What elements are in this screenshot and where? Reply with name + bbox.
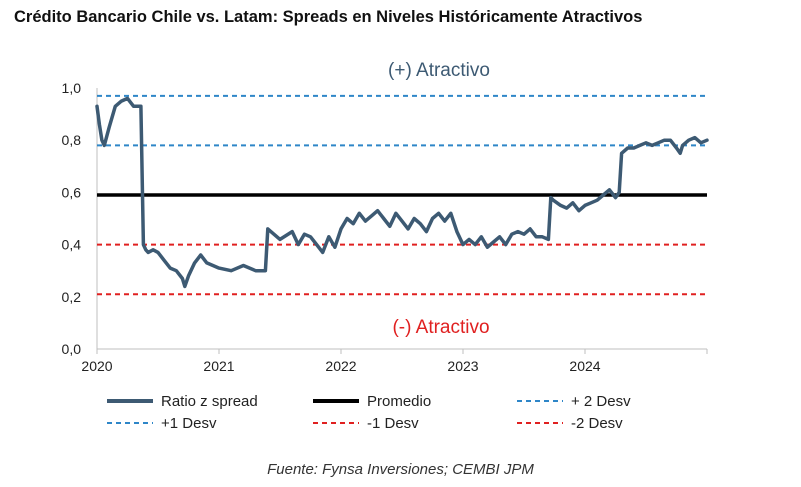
annotation-bottom: (-) Atractivo — [392, 317, 489, 338]
series-line — [95, 96, 709, 289]
legend-label: -1 Desv — [367, 415, 419, 432]
reference-lines — [97, 94, 707, 296]
x-tick-label: 2022 — [325, 358, 356, 374]
legend-label: + 2 Desv — [571, 393, 631, 410]
y-tick-label: 0,4 — [62, 237, 82, 253]
y-tick-label: 0,6 — [62, 184, 82, 200]
y-tick-label: 0,2 — [62, 289, 82, 305]
legend-label: Promedio — [367, 393, 431, 410]
axes: 0,0 0,2 0,4 0,6 0,8 1,0 2020 2021 2022 2023 2024 — [62, 80, 708, 374]
y-tick-label: 0,8 — [62, 132, 82, 148]
x-tick-label: 2024 — [569, 358, 600, 374]
y-tick-label: 0,0 — [62, 341, 82, 357]
annotations: (+) Atractivo (-) Atractivo — [388, 60, 490, 338]
chart-title: Crédito Bancario Chile vs. Latam: Spread… — [14, 8, 643, 26]
annotation-top: (+) Atractivo — [388, 60, 490, 81]
legend-label: -2 Desv — [571, 415, 623, 432]
legend-label: +1 Desv — [161, 415, 217, 432]
series-group — [95, 96, 709, 289]
y-tick-label: 1,0 — [62, 80, 82, 96]
legend-label: Ratio z spread — [161, 393, 258, 410]
x-tick-label: 2021 — [203, 358, 234, 374]
x-tick-label: 2023 — [447, 358, 478, 374]
legend: Ratio z spread Promedio + 2 Desv +1 Desv -1 … — [107, 393, 631, 432]
x-tick-label: 2020 — [81, 358, 112, 374]
source-note: Fuente: Fynsa Inversiones; CEMBI JPM — [267, 461, 534, 478]
